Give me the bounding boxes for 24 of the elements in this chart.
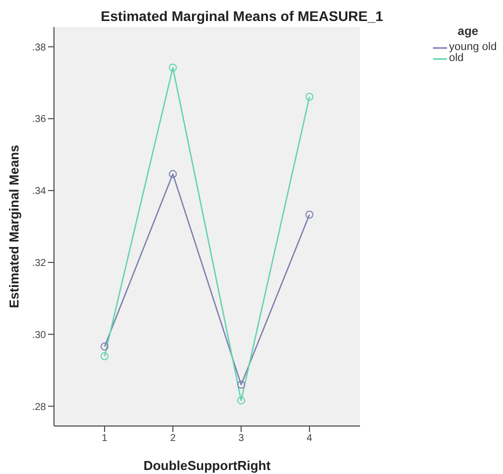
point [237, 396, 246, 404]
point [305, 210, 314, 219]
y-axis-title: Estimated Marginal Means [6, 144, 22, 308]
point [168, 170, 177, 178]
y-tick-label: .34 [32, 186, 46, 198]
point [100, 352, 109, 360]
y-tick-label: .28 [32, 402, 46, 413]
y-tick-label: .36 [32, 114, 46, 126]
x-axis-title: DoubleSupportRight [143, 458, 272, 473]
y-tick-label: .38 [32, 42, 46, 54]
y-tick-label: .30 [32, 330, 46, 341]
x-tick-label: 2 [170, 433, 176, 444]
chart-title: Estimated Marginal Means of MEASURE_1 [100, 8, 384, 24]
point [305, 92, 314, 101]
point [168, 64, 177, 72]
y-tick-label: .32 [32, 258, 46, 269]
legend-label: young old [449, 41, 497, 53]
x-tick-label: 1 [102, 433, 108, 444]
point [237, 380, 246, 389]
point [100, 342, 109, 351]
x-tick-label: 4 [306, 433, 313, 444]
x-tick-label: 3 [238, 433, 244, 444]
legend-label: old [449, 52, 464, 64]
legend-title: age [456, 24, 480, 38]
